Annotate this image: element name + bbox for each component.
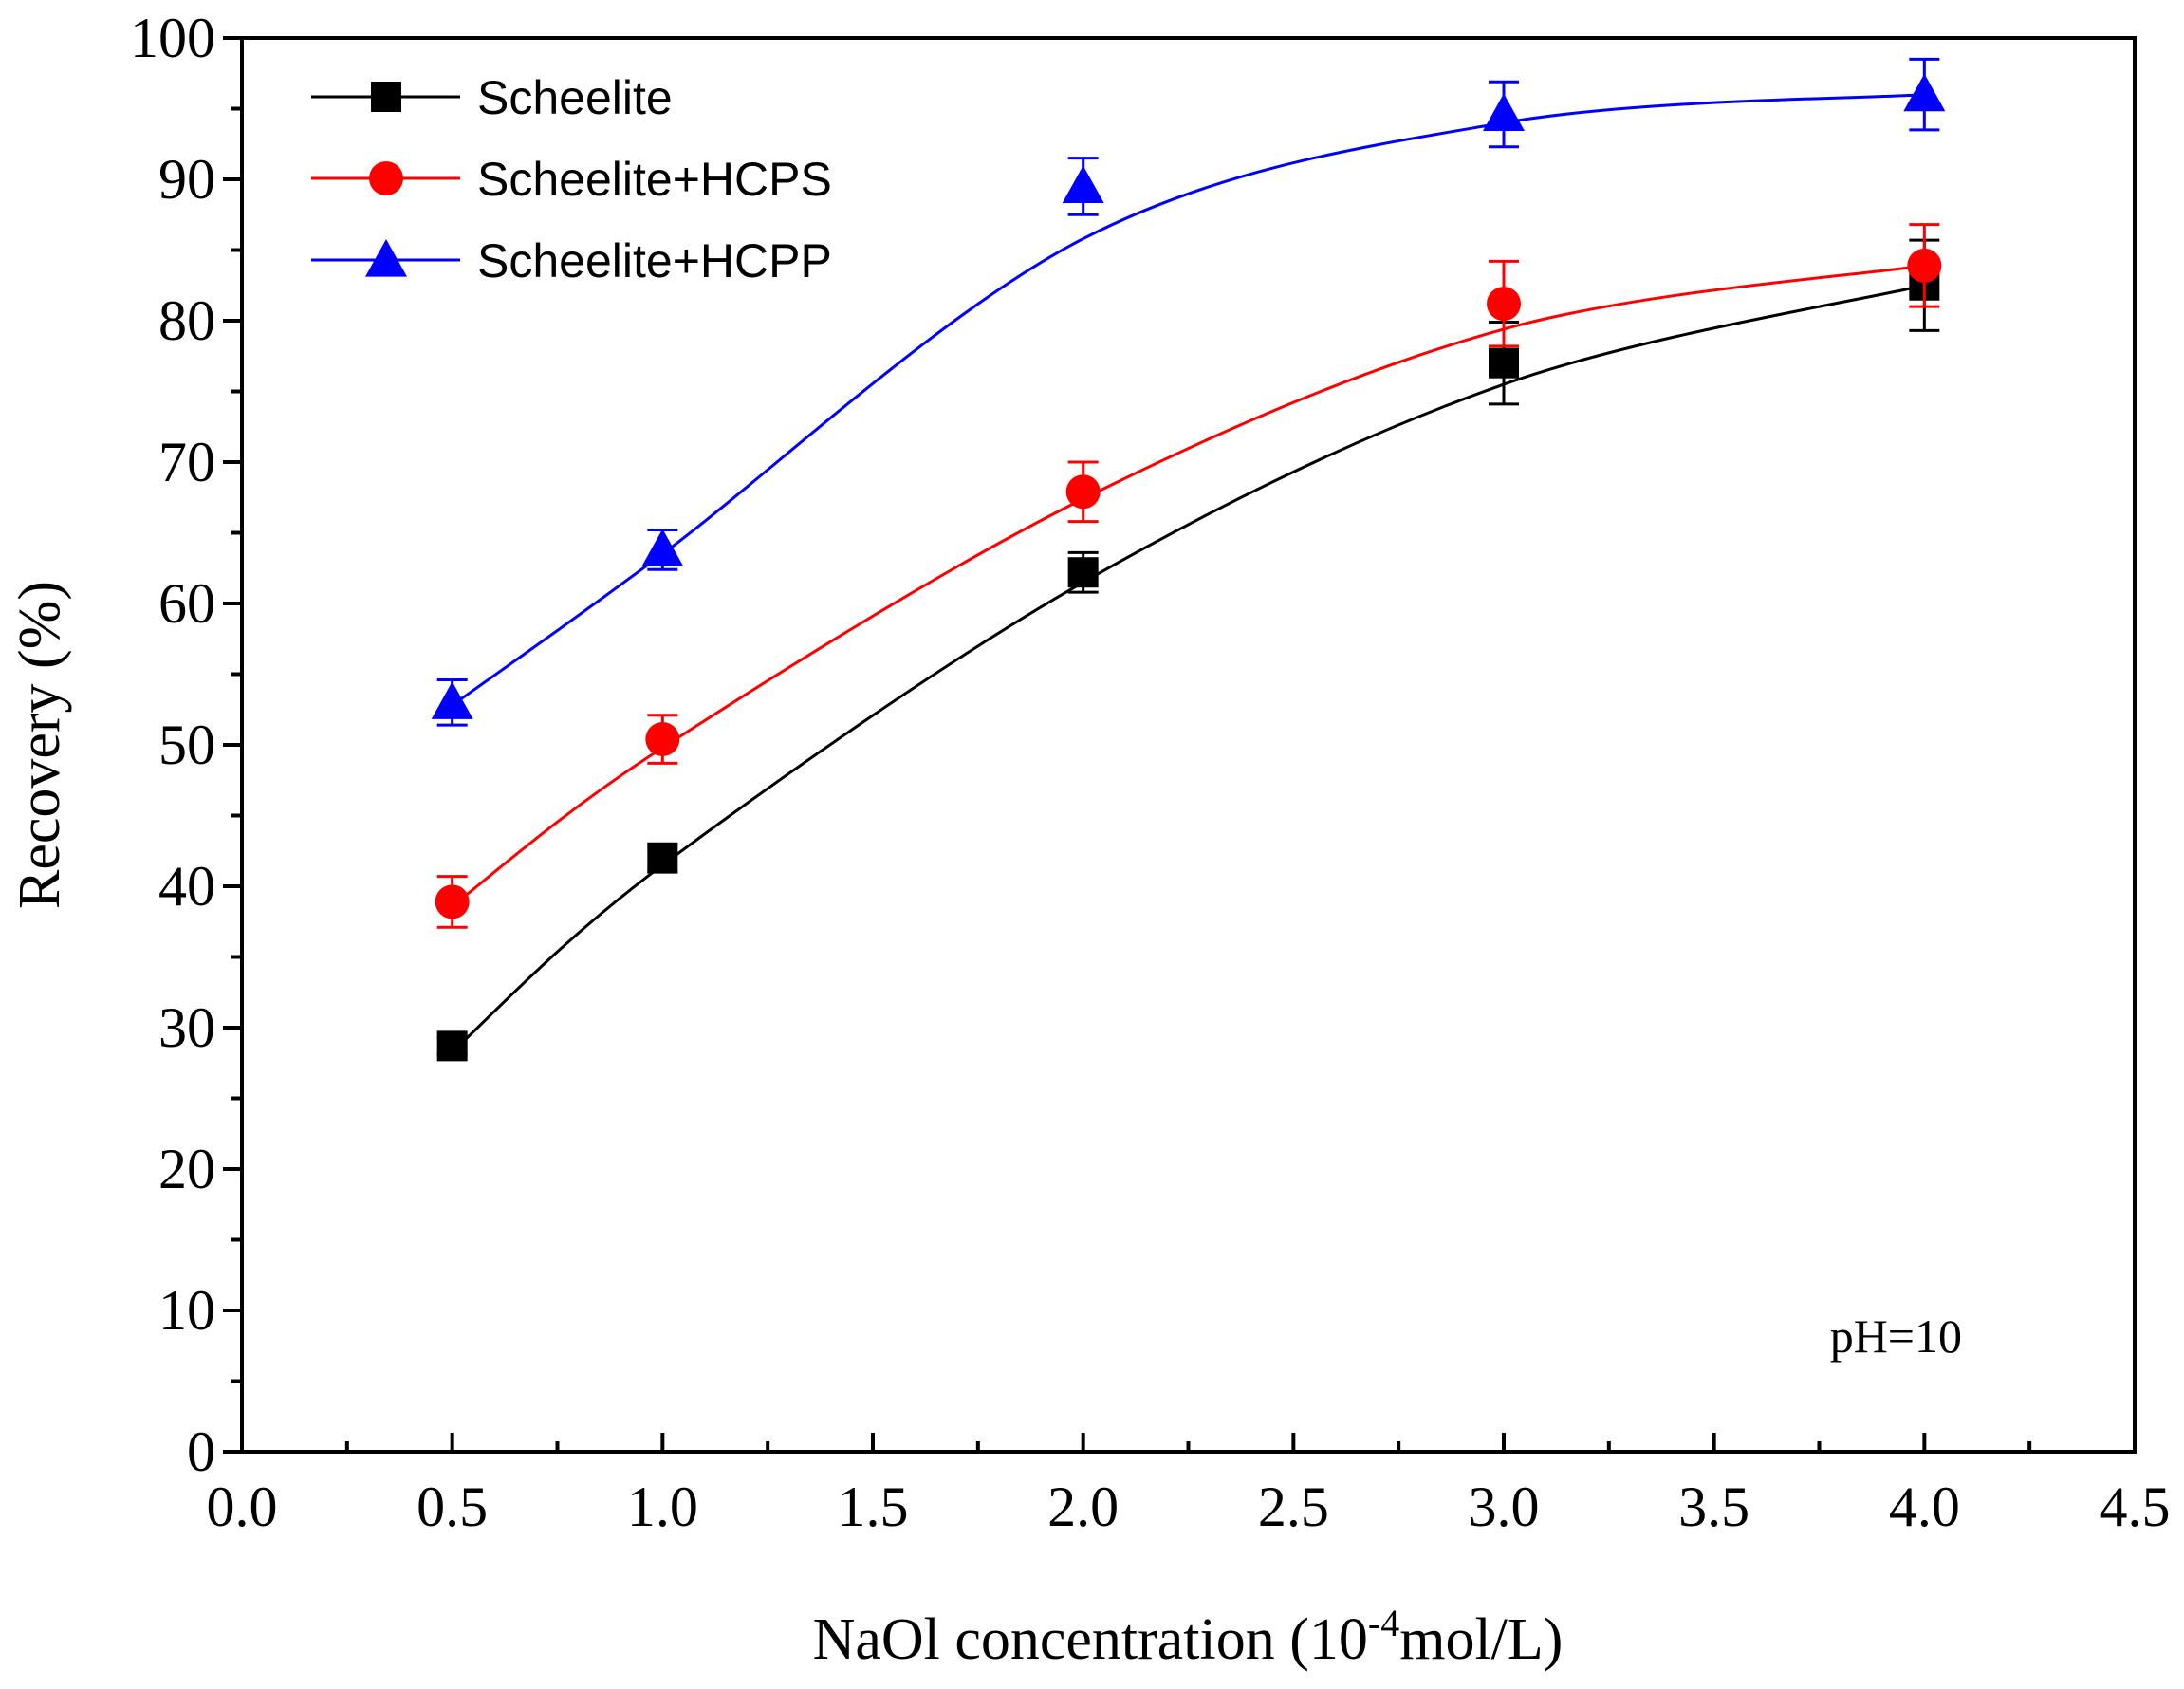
y-tick-label: 50 (158, 714, 215, 776)
x-tick-label: 4.0 (1889, 1476, 1960, 1538)
legend-marker (371, 82, 401, 112)
x-tick-label: 2.5 (1258, 1476, 1329, 1538)
data-point (436, 1030, 468, 1062)
data-point (647, 843, 678, 874)
x-tick-label: 1.5 (838, 1476, 909, 1538)
x-tick-label: 0.5 (416, 1476, 488, 1538)
y-tick-label: 30 (158, 996, 215, 1059)
x-axis-title-prefix: NaOl concentration (10 (813, 1607, 1368, 1672)
y-tick-label: 70 (158, 431, 215, 493)
data-point (1483, 93, 1525, 132)
data-point (435, 884, 470, 919)
data-point (1907, 248, 1942, 283)
y-tick-label: 90 (158, 148, 215, 211)
data-point (641, 529, 684, 566)
x-axis-title-suffix: mol/L) (1399, 1607, 1563, 1672)
data-point (1062, 165, 1104, 204)
y-tick-label: 20 (158, 1138, 215, 1200)
x-tick-label: 4.5 (2100, 1476, 2171, 1538)
data-point (1487, 287, 1521, 322)
data-point (1489, 347, 1519, 379)
legend-label: Scheelite (477, 71, 673, 124)
data-point (1903, 73, 1946, 112)
x-axis-title: NaOl concentration (10-4mol/L) (813, 1602, 1564, 1672)
x-tick-label: 3.5 (1678, 1476, 1749, 1538)
legend: Scheelite Scheelite+HCPS Scheelite+HCPP (311, 71, 832, 288)
fit-curve (451, 264, 1925, 908)
x-tick-label: 3.0 (1469, 1476, 1540, 1538)
series-scheelite (436, 238, 1940, 1062)
y-tick-label: 10 (158, 1279, 215, 1342)
data-point (1065, 474, 1101, 510)
data-point (1067, 557, 1099, 588)
y-axis-ticks: 0 10 20 30 40 50 60 70 80 90 100 (130, 7, 242, 1483)
legend-label: Scheelite+HCPS (477, 153, 832, 206)
x-axis-title-superscript: -4 (1368, 1602, 1399, 1644)
data-point (645, 722, 680, 757)
legend-marker (365, 239, 407, 277)
ph-annotation: pH=10 (1830, 1309, 1962, 1363)
legend-label: Scheelite+HCPP (477, 234, 832, 288)
y-tick-label: 40 (158, 855, 215, 918)
y-tick-label: 80 (158, 289, 215, 352)
data-point (431, 681, 473, 719)
y-tick-label: 0 (187, 1420, 215, 1483)
series-layer (431, 57, 1946, 1062)
fit-curve (451, 93, 1925, 707)
x-tick-label: 2.0 (1047, 1476, 1119, 1538)
y-tick-label: 100 (130, 7, 215, 69)
x-tick-label: 1.0 (627, 1476, 698, 1538)
x-tick-label: 0.0 (207, 1476, 278, 1538)
legend-marker (369, 161, 403, 195)
x-axis-ticks: 0.0 0.5 1.0 1.5 2.0 2.5 3.0 3.5 4.0 4.5 (207, 1433, 2171, 1538)
series-scheelite-hcps (435, 223, 1942, 929)
y-axis-title: Recovery (%) (8, 581, 72, 909)
series-scheelite-hcpp (431, 57, 1946, 727)
y-tick-label: 60 (158, 572, 215, 635)
